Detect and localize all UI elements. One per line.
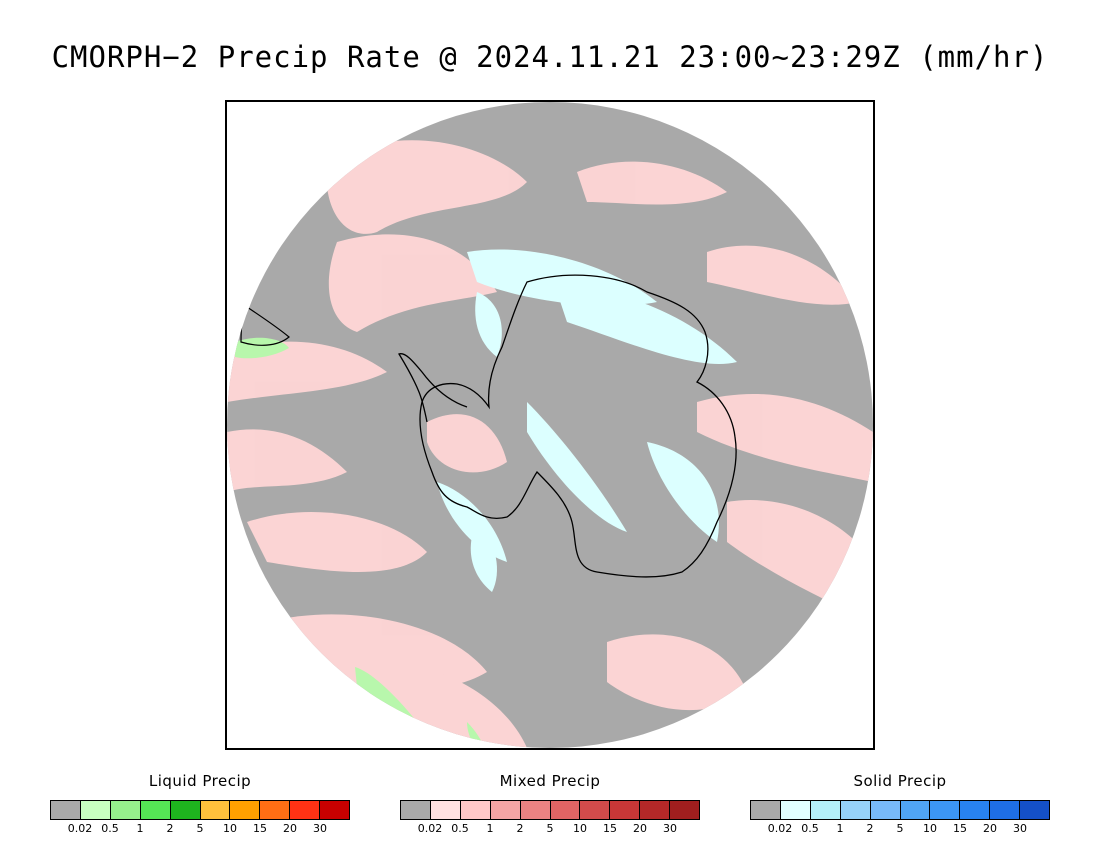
legend-swatch xyxy=(51,801,81,819)
legend-swatch xyxy=(610,801,641,819)
legend-tick-label: 30 xyxy=(1013,822,1027,835)
color-bar xyxy=(50,800,350,820)
legend-tick-label: 10 xyxy=(573,822,587,835)
legend-swatch xyxy=(990,801,1021,819)
solid-precip-areas xyxy=(437,249,737,592)
legend-swatch xyxy=(490,801,521,819)
legend-swatch xyxy=(1020,801,1050,819)
legend-tick-label: 20 xyxy=(983,822,997,835)
legend-tick-label: 0.5 xyxy=(451,822,469,835)
legend-swatch xyxy=(751,801,781,819)
legend-swatch xyxy=(200,801,231,819)
map-title: CMORPH−2 Precip Rate @ 2024.11.21 23:00~… xyxy=(51,40,1049,74)
legend-swatch xyxy=(840,801,871,819)
color-bar xyxy=(400,800,700,820)
legend-tick-label: 10 xyxy=(923,822,937,835)
legend-swatch xyxy=(260,801,291,819)
legend-swatch xyxy=(960,801,991,819)
legend-swatch xyxy=(110,801,141,819)
legend-tick-label: 2 xyxy=(866,822,874,835)
legend-tick-label: 5 xyxy=(896,822,904,835)
legend-tick-label: 2 xyxy=(516,822,524,835)
legend-tick-label: 15 xyxy=(603,822,617,835)
antarctica-coastline xyxy=(419,274,737,578)
legend-tick-label: 30 xyxy=(313,822,327,835)
legend-solid: Solid Precip 0.02 0.5 1 2 5 10 15 20 30 xyxy=(750,772,1050,842)
antarctic-peninsula xyxy=(398,353,468,423)
legend-tick-label: 2 xyxy=(166,822,174,835)
legend-tick-label: 30 xyxy=(663,822,677,835)
legend-swatch xyxy=(810,801,841,819)
legend-swatch xyxy=(430,801,461,819)
precip-map xyxy=(227,102,873,748)
legend-tick-label: 0.5 xyxy=(101,822,119,835)
legend-swatch xyxy=(460,801,491,819)
legend-tick-label: 5 xyxy=(196,822,204,835)
legend-swatch xyxy=(140,801,171,819)
legend-mixed: Mixed Precip 0.02 0.5 1 2 5 10 15 20 30 xyxy=(400,772,700,842)
legend-tick-label: 5 xyxy=(546,822,554,835)
legend-tick-label: 1 xyxy=(836,822,844,835)
legend-tick-label: 1 xyxy=(486,822,494,835)
legend-swatch xyxy=(80,801,111,819)
legend-swatch xyxy=(580,801,611,819)
legend-tick-label: 0.5 xyxy=(801,822,819,835)
legend-swatch xyxy=(930,801,961,819)
legend-tick-label: 10 xyxy=(223,822,237,835)
legend-tick-label: 0.02 xyxy=(417,822,443,835)
legend-swatch xyxy=(670,801,700,819)
color-bar xyxy=(750,800,1050,820)
legend-swatch xyxy=(320,801,350,819)
legend-tick-label: 20 xyxy=(283,822,297,835)
legend-title: Liquid Precip xyxy=(148,772,252,790)
legend-tick-label: 0.02 xyxy=(67,822,93,835)
legend-liquid: Liquid Precip 0.02 0.5 1 2 5 10 15 20 30 xyxy=(50,772,350,842)
map-frame xyxy=(225,100,875,750)
legend-swatch xyxy=(780,801,811,819)
legend-tick-label: 15 xyxy=(253,822,267,835)
legend-swatch xyxy=(640,801,671,819)
legend-swatch xyxy=(870,801,901,819)
legend-tick-label: 1 xyxy=(136,822,144,835)
legend-title: Solid Precip xyxy=(853,772,947,790)
legend-tick-label: 20 xyxy=(633,822,647,835)
legend-swatch xyxy=(290,801,321,819)
legend-swatch xyxy=(170,801,201,819)
legend-tick-label: 15 xyxy=(953,822,967,835)
legend-title: Mixed Precip xyxy=(499,772,601,790)
legend-swatch xyxy=(401,801,431,819)
legend-swatch xyxy=(900,801,931,819)
legend-swatch xyxy=(230,801,261,819)
legend-swatch xyxy=(550,801,581,819)
legend-swatch xyxy=(520,801,551,819)
legend-tick-label: 0.02 xyxy=(767,822,793,835)
